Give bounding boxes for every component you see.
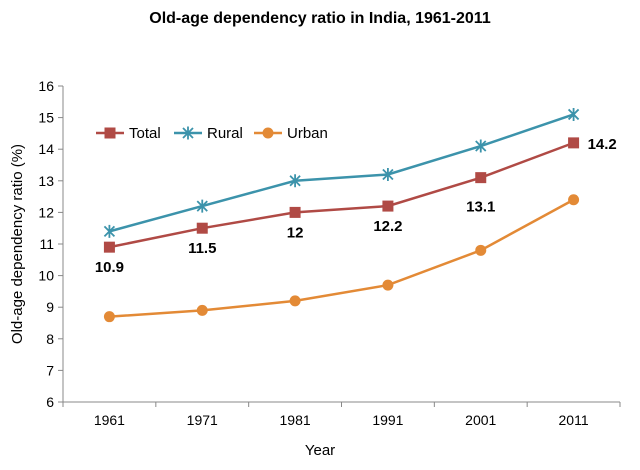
series-layer: [103, 107, 580, 323]
y-tick-label: 13: [38, 173, 54, 189]
x-tick-label: 1981: [280, 412, 311, 428]
x-tick-label: 1991: [372, 412, 403, 428]
y-tick-label: 14: [38, 141, 54, 157]
data-point-urban: [568, 194, 580, 206]
data-point-rural: [382, 167, 394, 181]
series-line-rural: [109, 113, 574, 233]
data-point-total: [382, 200, 394, 212]
data-point-urban: [475, 244, 487, 256]
x-tick-label: 1961: [94, 412, 125, 428]
data-point-total: [568, 137, 580, 149]
legend-item-urban: Urban: [254, 125, 328, 142]
y-tick-label: 10: [38, 268, 54, 284]
y-tick-label: 8: [46, 331, 54, 347]
data-label-total: 11.5: [188, 240, 216, 257]
data-point-total: [103, 241, 115, 253]
data-point-total: [196, 222, 208, 234]
data-label-total: 12.2: [373, 218, 402, 235]
x-axis-label: Year: [305, 442, 335, 459]
series-total: [103, 137, 580, 253]
y-tick-label: 11: [39, 236, 54, 252]
legend-item-total: Total: [96, 125, 161, 142]
legend-item-rural: Rural: [174, 125, 243, 142]
series-line-total: [109, 141, 575, 249]
data-point-rural: [289, 174, 301, 188]
legend-label-urban: Urban: [287, 125, 328, 142]
data-label-total: 10.9: [95, 259, 124, 276]
y-axis-label: Old-age dependency ratio (%): [9, 144, 26, 344]
data-point-rural: [567, 107, 580, 121]
y-tick-label: 12: [38, 204, 54, 220]
legend-marker-total: [104, 127, 116, 139]
legend-marker-urban: [262, 127, 274, 139]
data-point-urban: [382, 279, 394, 291]
x-axis-ticks: 1961 1971 1981 1991 2001 2011: [62, 402, 621, 428]
data-point-total: [289, 206, 301, 218]
y-tick-label: 7: [46, 362, 54, 378]
y-tick-label: 16: [38, 78, 54, 94]
data-label-total: 14.2: [588, 136, 617, 153]
data-point-rural: [475, 139, 487, 153]
data-labels: 10.9 11.5 12 12.2 13.1 14.2: [95, 136, 617, 276]
x-tick-label: 2011: [559, 412, 589, 428]
y-tick-label: 15: [38, 110, 54, 126]
y-tick-label: 6: [46, 394, 54, 410]
y-tick-label: 9: [46, 299, 54, 315]
legend-marker-rural: [182, 126, 194, 140]
data-point-total: [475, 172, 487, 184]
data-point-urban: [196, 304, 208, 316]
data-label-total: 12: [287, 224, 304, 241]
series-urban: [103, 194, 580, 323]
series-line-urban: [109, 198, 575, 318]
x-tick-label: 2001: [465, 412, 496, 428]
legend-label-rural: Rural: [207, 125, 243, 142]
data-point-urban: [289, 295, 301, 307]
series-rural: [103, 107, 580, 238]
data-point-urban: [103, 311, 115, 323]
legend-label-total: Total: [129, 125, 161, 142]
x-tick-label: 1971: [187, 412, 218, 428]
chart-title: Old-age dependency ratio in India, 1961-…: [149, 10, 491, 27]
data-label-total: 13.1: [466, 199, 495, 216]
legend: Total Rural Urban: [96, 125, 328, 142]
y-axis-ticks: 6 7 8 9 10 11 12 13 14 15 16: [38, 78, 63, 410]
data-point-rural: [196, 199, 208, 213]
data-point-rural: [103, 224, 116, 238]
